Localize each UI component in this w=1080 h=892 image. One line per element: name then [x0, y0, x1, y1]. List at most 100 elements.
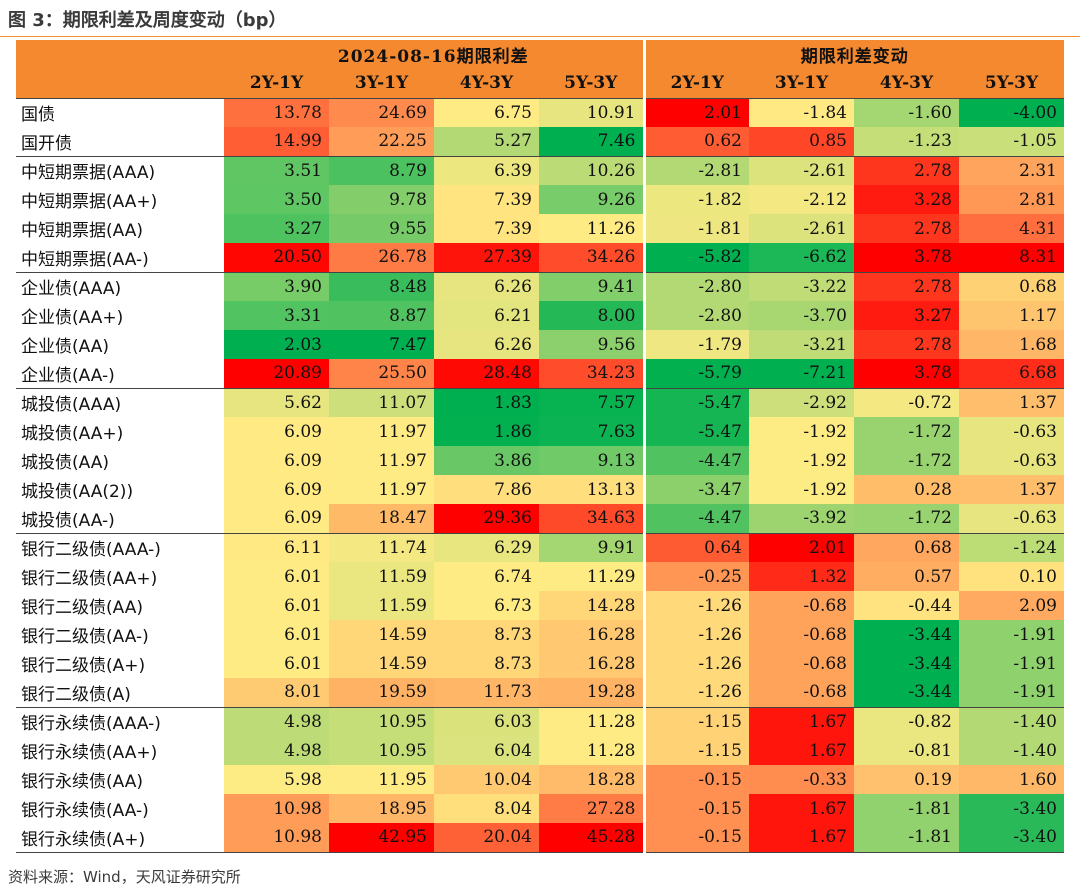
row-label: 银行二级债(A+): [16, 649, 224, 678]
change-cell: -0.81: [854, 736, 959, 765]
spread-cell: 11.97: [329, 446, 434, 475]
change-cell: 1.17: [959, 301, 1064, 330]
table-row: 中短期票据(AAA) 3.51 8.79 6.39 10.26 -2.81 -2.61 2.7…: [16, 155, 1064, 185]
spread-cell: 7.57: [539, 387, 644, 417]
change-cell: -0.25: [642, 562, 749, 591]
spread-cell: 6.75: [434, 97, 539, 127]
spread-cell: 20.89: [224, 359, 329, 388]
spread-cell: 11.29: [539, 562, 644, 591]
table-row: 企业债(AA) 2.03 7.47 6.26 9.56 -1.79 -3.21 2.78 1.6…: [16, 330, 1064, 359]
spread-cell: 11.97: [329, 475, 434, 504]
change-cell: 4.31: [959, 214, 1064, 243]
change-cell: -4.00: [959, 97, 1064, 127]
change-cell: 3.78: [854, 243, 959, 272]
row-label: 银行二级债(AA-): [16, 620, 224, 649]
change-cell: -3.44: [854, 678, 959, 707]
row-label: 城投债(AA+): [16, 417, 224, 446]
change-cell: -1.26: [642, 591, 749, 620]
change-cell: -3.92: [749, 504, 854, 533]
change-cell: -1.92: [749, 446, 854, 475]
change-cell: -2.80: [642, 271, 749, 301]
change-cell: 0.62: [642, 127, 749, 156]
change-cell: -1.91: [959, 649, 1064, 678]
change-cell: 2.78: [854, 155, 959, 185]
change-cell: -0.68: [749, 620, 854, 649]
spread-cell: 7.86: [434, 475, 539, 504]
change-cell: 1.37: [959, 387, 1064, 417]
table-row: 国债 13.78 24.69 6.75 10.91 2.01 -1.84 -1.60 -4.00: [16, 97, 1064, 127]
spread-cell: 5.62: [224, 387, 329, 417]
spread-cell: 11.59: [329, 562, 434, 591]
spread-cell: 26.78: [329, 243, 434, 272]
row-label: 银行永续债(A+): [16, 823, 224, 853]
table-row: 城投债(AA-) 6.09 18.47 29.36 34.63 -4.47 -3.92 -1.…: [16, 504, 1064, 533]
row-label: 企业债(AA+): [16, 301, 224, 330]
spread-cell: 13.78: [224, 97, 329, 127]
change-cell: -6.62: [749, 243, 854, 272]
row-label: 银行永续债(AAA-): [16, 706, 224, 736]
row-label: 城投债(AA-): [16, 504, 224, 533]
table-row: 银行二级债(AA-) 6.01 14.59 8.73 16.28 -1.26 -0.68 -3…: [16, 620, 1064, 649]
change-cell: 1.32: [749, 562, 854, 591]
change-cell: 2.31: [959, 155, 1064, 185]
spread-cell: 8.48: [329, 271, 434, 301]
spread-cell: 8.01: [224, 678, 329, 707]
row-label: 中短期票据(AA+): [16, 185, 224, 214]
spread-cell: 14.59: [329, 620, 434, 649]
spread-cell: 6.73: [434, 591, 539, 620]
spread-cell: 10.98: [224, 794, 329, 823]
change-cell: 0.10: [959, 562, 1064, 591]
spread-cell: 34.23: [539, 359, 644, 388]
spread-cell: 34.63: [539, 504, 644, 533]
change-cell: -1.26: [642, 620, 749, 649]
spread-cell: 6.01: [224, 562, 329, 591]
row-label: 中短期票据(AA-): [16, 243, 224, 272]
change-cell: -2.92: [749, 387, 854, 417]
column-header: 5Y-3Y: [959, 69, 1064, 98]
change-cell: 0.85: [749, 127, 854, 156]
spread-cell: 22.25: [329, 127, 434, 156]
row-label: 银行永续债(AA): [16, 765, 224, 794]
spread-cell: 6.39: [434, 155, 539, 185]
spread-table: 2024-08-16期限利差 期限利差变动 2Y-1Y 3Y-1Y 4Y-3Y 5Y-…: [16, 40, 1064, 853]
table-header: 2024-08-16期限利差 期限利差变动 2Y-1Y 3Y-1Y 4Y-3Y 5Y-…: [16, 40, 1064, 98]
change-cell: -0.63: [959, 417, 1064, 446]
spread-cell: 8.00: [539, 301, 644, 330]
column-header-row: 2Y-1Y 3Y-1Y 4Y-3Y 5Y-3Y 2Y-1Y 3Y-1Y 4Y-3Y 5Y-3Y: [16, 69, 1064, 98]
change-cell: 1.60: [959, 765, 1064, 794]
column-header: 5Y-3Y: [539, 69, 644, 98]
spread-cell: 45.28: [539, 823, 644, 853]
change-cell: -0.68: [749, 649, 854, 678]
change-cell: -1.40: [959, 706, 1064, 736]
change-cell: -1.92: [749, 417, 854, 446]
spread-cell: 25.50: [329, 359, 434, 388]
table-body: 国债 13.78 24.69 6.75 10.91 2.01 -1.84 -1.60 -4.00…: [16, 97, 1064, 853]
change-cell: -1.15: [642, 706, 749, 736]
spread-cell: 11.73: [434, 678, 539, 707]
change-cell: -3.47: [642, 475, 749, 504]
change-cell: 0.68: [959, 271, 1064, 301]
row-label: 国开债: [16, 127, 224, 156]
change-cell: -5.47: [642, 387, 749, 417]
spread-cell: 9.26: [539, 185, 644, 214]
change-cell: -2.61: [749, 214, 854, 243]
spread-cell: 10.26: [539, 155, 644, 185]
spread-cell: 7.39: [434, 214, 539, 243]
spread-cell: 20.04: [434, 823, 539, 853]
spread-cell: 8.04: [434, 794, 539, 823]
table-row: 城投债(AA) 6.09 11.97 3.86 9.13 -4.47 -1.92 -1.72-…: [16, 446, 1064, 475]
change-cell: -1.81: [642, 214, 749, 243]
change-cell: -1.15: [642, 736, 749, 765]
change-cell: 3.28: [854, 185, 959, 214]
source-note: 资料来源：Wind，天风证券研究所: [8, 868, 241, 886]
change-cell: 2.78: [854, 330, 959, 359]
spread-cell: 6.03: [434, 706, 539, 736]
change-cell: -1.79: [642, 330, 749, 359]
row-label: 中短期票据(AAA): [16, 155, 224, 185]
spread-cell: 19.59: [329, 678, 434, 707]
spread-cell: 14.28: [539, 591, 644, 620]
spread-cell: 6.04: [434, 736, 539, 765]
change-cell: 1.67: [749, 823, 854, 853]
spread-cell: 5.27: [434, 127, 539, 156]
figure-title: 图 3：期限利差及周度变动（bp）: [8, 10, 287, 31]
